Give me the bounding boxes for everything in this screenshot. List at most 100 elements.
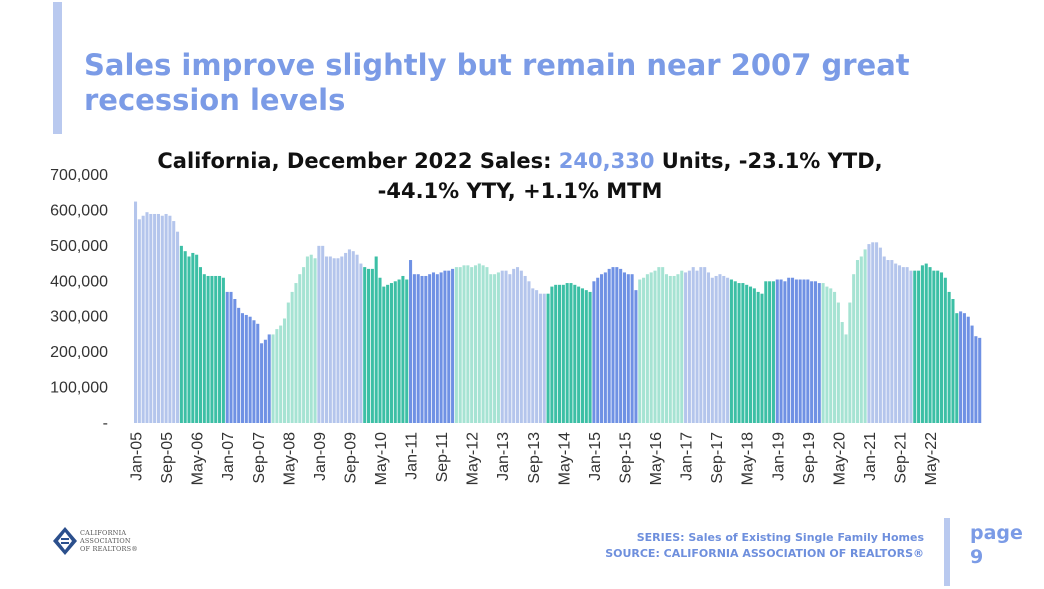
bar [359,263,363,423]
bar [966,316,970,423]
x-tick-label: Jan-19 [770,432,787,481]
x-tick-label: Sep-19 [801,432,818,484]
chart-footnote: SERIES: Sales of Existing Single Family … [605,530,924,562]
x-tick-label: Sep-13 [526,432,543,484]
bar [638,279,642,423]
bar [546,293,550,423]
bar [328,256,332,423]
bar [263,339,267,423]
bar [909,270,913,423]
bar [512,268,516,423]
car-logo-text: CALIFORNIA ASSOCIATION OF REALTORS® [80,529,138,553]
bar [149,213,153,423]
bar [630,274,634,423]
x-tick-label: May-14 [556,432,573,485]
bar [768,281,772,423]
y-tick-label: 700,000 [50,167,108,184]
bar [607,268,611,423]
bar [821,283,825,423]
bar [924,263,928,423]
bar [416,274,420,423]
bar [752,288,756,423]
x-tick-label: May-08 [281,432,298,485]
bar [603,272,607,423]
x-tick-label: Sep-05 [159,432,176,484]
x-tick-label: Jan-13 [495,432,512,481]
bar [760,293,764,423]
bar [412,274,416,423]
bar [970,325,974,423]
bar [978,337,982,423]
bar [867,244,871,423]
bar [848,302,852,423]
bar [905,267,909,423]
bar [187,256,191,423]
bar [355,254,359,423]
chart-title-text: California, December 2022 Sales: [157,149,559,173]
bar [195,254,199,423]
bar [248,316,252,423]
x-tick-label: Sep-15 [618,432,635,484]
bar [515,267,520,423]
bar [305,256,309,423]
bar [324,256,329,423]
bar [172,221,176,423]
bar [676,274,680,423]
bar [699,267,703,423]
bar [409,260,413,423]
bar [206,275,210,423]
bar [439,272,443,423]
bar [531,288,535,423]
bar [156,213,160,423]
bar [558,284,562,423]
bar [565,283,569,423]
bar [840,322,844,423]
bar [454,267,458,423]
bar [863,249,867,423]
bar [176,231,180,423]
x-tick-label: May-22 [923,432,940,485]
bar [229,291,233,423]
y-tick-label: 400,000 [50,273,108,290]
bar [871,242,875,423]
x-tick-label: Jan-07 [220,432,237,481]
bar [710,277,714,423]
bar [634,290,638,423]
bar [569,283,573,423]
bar [179,245,183,423]
bar [726,277,730,423]
bar [791,277,795,423]
bar [783,281,787,423]
bar [882,256,886,423]
bar [233,299,237,423]
bar [286,302,290,423]
bar [225,291,229,423]
bar [737,283,741,423]
bar [340,256,344,423]
source-note: SOURCE: CALIFORNIA ASSOCIATION OF REALTO… [605,547,924,560]
bar [451,268,455,423]
bar [672,275,676,423]
bar [794,279,798,423]
bar [351,251,355,423]
bar [642,277,646,423]
bar [282,318,287,423]
bar [500,270,504,423]
bar [859,256,863,423]
bar [470,267,474,423]
x-tick-label: Sep-09 [342,432,359,484]
bar [825,286,829,423]
bar [183,251,187,423]
bar [855,260,860,423]
bar [955,313,959,423]
x-tick-label: May-16 [648,432,665,485]
x-tick-label: Jan-15 [587,432,604,481]
bar [336,258,340,423]
bar [962,313,966,423]
bar [210,275,214,423]
bar [493,274,497,423]
bar [443,270,447,423]
bar [668,275,672,423]
x-tick-label: Sep-21 [893,432,910,484]
title-accent-bar [53,2,62,134]
